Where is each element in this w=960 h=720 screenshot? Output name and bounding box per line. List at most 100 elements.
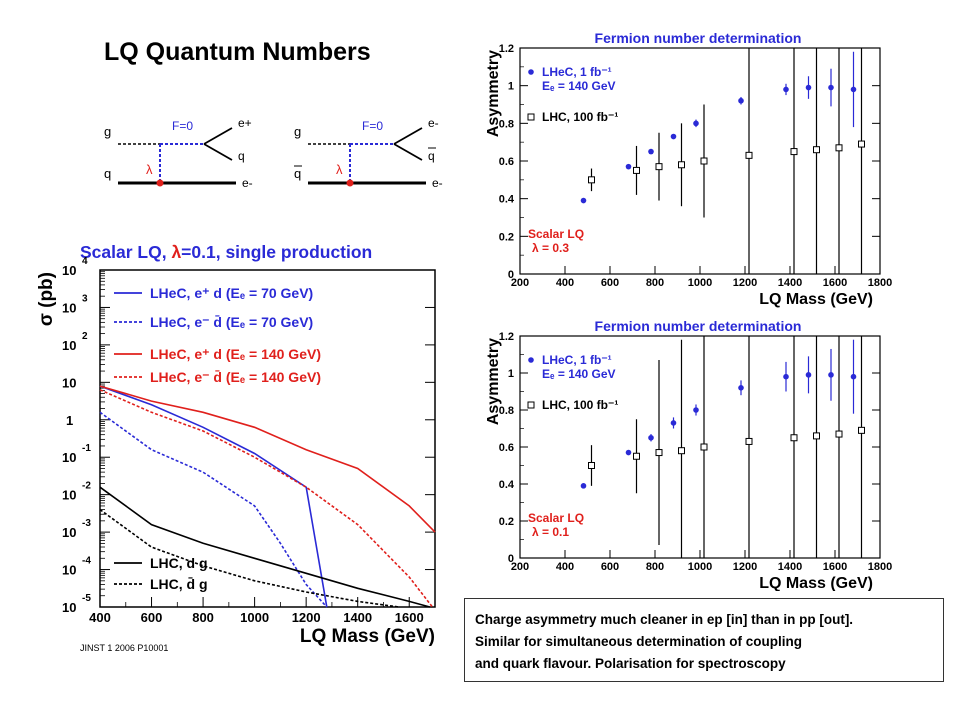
series-line bbox=[99, 389, 434, 608]
lhc-point bbox=[633, 166, 640, 174]
lhec-point bbox=[625, 163, 632, 170]
y-tick-label: 10 bbox=[62, 600, 76, 615]
y-tick-label: 0.6 bbox=[499, 442, 514, 454]
chart-title-part: Scalar LQ, bbox=[80, 242, 171, 262]
legend-label: LHC, d̄ g bbox=[150, 575, 208, 592]
x-tick-label: 800 bbox=[646, 277, 664, 289]
lhc-point bbox=[745, 151, 753, 159]
lhec-point bbox=[738, 97, 744, 104]
citation: JINST 1 2006 P10001 bbox=[80, 643, 169, 653]
lhc-point bbox=[633, 452, 640, 460]
lhc-point bbox=[655, 163, 663, 171]
y-tick-label: 10 bbox=[62, 375, 76, 390]
vertex-dot bbox=[346, 179, 354, 187]
outgoing-lepton-line bbox=[203, 127, 233, 145]
lhec-point bbox=[670, 420, 677, 426]
lhec-point bbox=[850, 373, 857, 380]
lhec-point bbox=[738, 385, 744, 391]
x-tick-label: 800 bbox=[192, 610, 214, 625]
series-line bbox=[99, 486, 431, 608]
legend-label: LHeC, e⁺ d (Eₑ = 70 GeV) bbox=[150, 285, 313, 301]
y-tick-label: 10 bbox=[62, 338, 76, 353]
feynman-diagrams: F=0 λ g q e+ q e- F=0 λ g q e-q e- bbox=[104, 116, 443, 190]
x-tick-label: 800 bbox=[646, 561, 664, 573]
y-tick-label: 1 bbox=[508, 368, 514, 380]
lhec-point bbox=[828, 84, 834, 91]
lhec-point bbox=[693, 407, 699, 413]
lhec-point bbox=[828, 372, 834, 378]
note-line: and quark flavour. Polarisation for spec… bbox=[475, 656, 786, 671]
lhc-point bbox=[858, 426, 865, 434]
leg-label: e+ bbox=[238, 116, 252, 130]
leg-label: g bbox=[104, 124, 111, 139]
series-line bbox=[99, 411, 328, 608]
x-tick-label: 600 bbox=[141, 610, 163, 625]
x-tick-label: 600 bbox=[601, 277, 619, 289]
lhec-point bbox=[670, 133, 677, 140]
x-tick-label: 1000 bbox=[688, 561, 712, 573]
x-axis-label: LQ Mass (GeV) bbox=[300, 626, 435, 647]
chart-title: Fermion number determination bbox=[595, 30, 802, 46]
cross-section-chart: Scalar LQ, λ=0.1, single production 10 4 10… bbox=[36, 242, 436, 647]
x-tick-label: 200 bbox=[511, 277, 529, 289]
y-tick-label: 1 bbox=[508, 81, 514, 93]
annotation: λ = 0.1 bbox=[532, 525, 569, 539]
lhec-point bbox=[648, 148, 654, 155]
lhc-point bbox=[700, 157, 708, 165]
legend-label: LHC, d g bbox=[150, 555, 208, 571]
leg-label: e- bbox=[242, 176, 253, 190]
coupling-label: λ bbox=[146, 162, 153, 177]
lhc-point bbox=[835, 144, 843, 152]
note-box: Charge asymmetry much cleaner in ep [in]… bbox=[464, 598, 944, 682]
y-tick-label: 10 bbox=[62, 563, 76, 578]
leg-label: q bbox=[294, 166, 301, 181]
y-tick-label: 0.8 bbox=[499, 118, 514, 130]
series-line bbox=[99, 385, 328, 608]
leg-label: q bbox=[428, 149, 435, 163]
legend-marker bbox=[528, 69, 534, 75]
x-tick-label: 1400 bbox=[778, 561, 802, 573]
leg-label: q bbox=[238, 149, 245, 163]
x-tick-label: 1600 bbox=[823, 561, 847, 573]
legend-label: Eₑ = 140 GeV bbox=[542, 367, 616, 381]
lhc-point bbox=[835, 430, 843, 438]
chart-title-part: =0.1, single production bbox=[181, 242, 372, 262]
lhc-point bbox=[745, 437, 753, 445]
coupling-label: λ bbox=[336, 162, 343, 177]
y-tick-label: 0.4 bbox=[499, 194, 515, 206]
y-tick-label: 0.2 bbox=[499, 231, 514, 243]
legend-label: Eₑ = 140 GeV bbox=[542, 79, 616, 93]
y-tick-label: 1.2 bbox=[499, 43, 514, 55]
y-tick-label: 0 bbox=[508, 553, 514, 565]
lhc-point bbox=[678, 447, 685, 455]
legend-label: LHeC, 1 fb⁻¹ bbox=[542, 65, 612, 79]
legend-label: LHeC, e⁻ d̄ (Eₑ = 140 GeV) bbox=[150, 368, 321, 385]
leg-label: q bbox=[104, 166, 111, 181]
outgoing-quark-line bbox=[203, 143, 233, 161]
y-tick-label: 10 bbox=[62, 263, 76, 278]
lhc-point bbox=[858, 140, 865, 148]
legend-label: LHeC, 1 fb⁻¹ bbox=[542, 353, 612, 367]
x-axis-label: LQ Mass (GeV) bbox=[759, 575, 873, 591]
lhc-point bbox=[588, 462, 595, 469]
asymmetry-chart-lambda-03: Fermion number determination 0 0.2 0.4 0.6 0.… bbox=[485, 30, 892, 308]
lhec-point bbox=[580, 197, 587, 204]
series-line bbox=[99, 508, 400, 608]
lhec-point bbox=[625, 449, 632, 456]
x-tick-label: 1400 bbox=[343, 610, 372, 625]
annotation: λ = 0.3 bbox=[532, 241, 569, 255]
y-axis-label: Asymmetry bbox=[485, 338, 502, 425]
lhec-point bbox=[783, 373, 789, 380]
note-line: Charge asymmetry much cleaner in ep [in]… bbox=[475, 612, 854, 627]
lhc-point bbox=[655, 449, 663, 457]
x-tick-label: 1200 bbox=[733, 277, 757, 289]
y-tick-label: 0.2 bbox=[499, 516, 514, 528]
lhc-point bbox=[588, 176, 595, 184]
lhec-point bbox=[783, 86, 789, 93]
leg-label: g bbox=[294, 124, 301, 139]
lhec-point bbox=[805, 84, 812, 91]
x-tick-label: 1000 bbox=[688, 277, 712, 289]
lhc-point bbox=[813, 432, 820, 440]
lhec-point bbox=[805, 372, 812, 378]
legend-label: LHC, 100 fb⁻¹ bbox=[542, 398, 618, 412]
